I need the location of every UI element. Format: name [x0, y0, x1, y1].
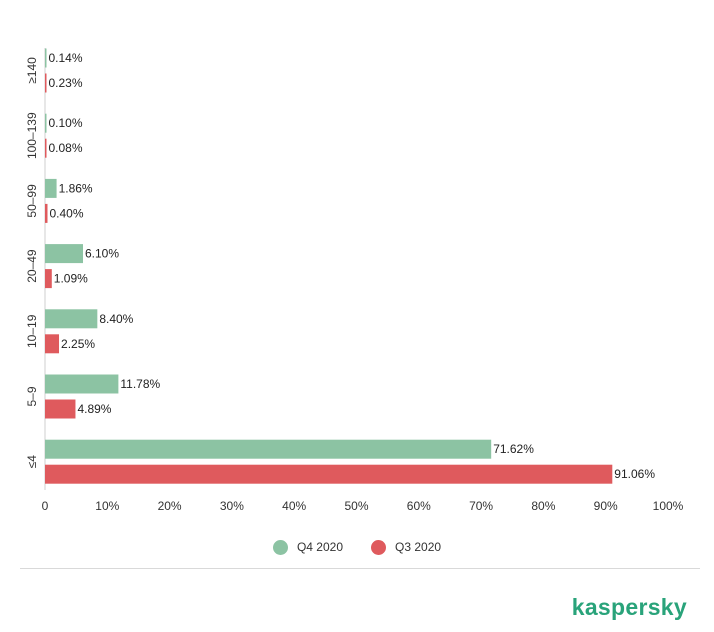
category-label: 100–139: [25, 112, 39, 159]
bar-q4: [45, 374, 119, 394]
data-label-q4: 0.10%: [49, 116, 83, 130]
bar-chart: ≥140 0.14% 0.23% 100–139 0.10% 0.08% 50–99 1.86…: [25, 48, 684, 513]
bar-q3: [45, 203, 48, 223]
data-label-q3: 91.06%: [614, 467, 655, 481]
data-label-q3: 0.40%: [49, 206, 83, 220]
bar-q3: [45, 73, 47, 93]
category-label: 20–49: [25, 249, 39, 283]
x-tick-label: 70%: [469, 499, 493, 513]
data-label-q3: 0.23%: [49, 76, 83, 90]
bar-q3: [45, 334, 60, 354]
data-label-q3: 0.08%: [49, 141, 83, 155]
x-tick-label: 90%: [594, 499, 618, 513]
legend-item-q4[interactable]: Q4 2020: [272, 539, 343, 555]
data-label-q4: 1.86%: [59, 181, 93, 195]
x-tick-label: 40%: [282, 499, 306, 513]
legend: Q4 2020 Q3 2020: [0, 537, 714, 557]
category-label: ≤4: [25, 455, 39, 469]
data-label-q4: 11.78%: [120, 377, 160, 391]
legend-item-q3[interactable]: Q3 2020: [371, 539, 442, 555]
footer-divider: [20, 568, 700, 569]
data-label-q3: 4.89%: [77, 402, 111, 416]
bar-q4: [45, 439, 492, 459]
bar-q3: [45, 269, 52, 289]
category-label: 10–19: [25, 314, 39, 348]
x-tick-label: 80%: [531, 499, 555, 513]
legend-swatch-q3: [371, 539, 386, 555]
data-label-q4: 0.14%: [49, 51, 83, 65]
x-tick-label: 30%: [220, 499, 244, 513]
bar-q3: [45, 464, 613, 484]
legend-swatch-q4: [272, 539, 288, 555]
bar-q3: [45, 399, 76, 419]
x-tick-label: 100%: [653, 499, 684, 513]
bar-q3: [45, 138, 47, 158]
data-label-q4: 8.40%: [99, 312, 133, 326]
legend-label-q3: Q3 2020: [395, 540, 442, 554]
x-tick-label: 0: [42, 499, 49, 513]
bar-q4: [45, 244, 84, 264]
data-label-q4: 71.62%: [493, 442, 534, 456]
category-label: 50–99: [25, 184, 39, 218]
data-label-q4: 6.10%: [85, 247, 119, 261]
kaspersky-logo: kaspersky: [571, 594, 687, 620]
bar-q4: [45, 113, 47, 133]
data-label-q3: 2.25%: [61, 337, 95, 351]
data-label-q3: 1.09%: [54, 272, 88, 286]
x-tick-label: 10%: [95, 499, 119, 513]
x-tick-label: 50%: [344, 499, 368, 513]
x-tick-label: 60%: [407, 499, 431, 513]
bar-q4: [45, 48, 47, 68]
bar-q4: [45, 309, 98, 329]
category-label: 5–9: [25, 386, 39, 406]
legend-label-q4: Q4 2020: [296, 540, 343, 554]
x-tick-label: 20%: [158, 499, 182, 513]
bar-q4: [45, 178, 57, 198]
category-label: ≥140: [25, 57, 39, 84]
